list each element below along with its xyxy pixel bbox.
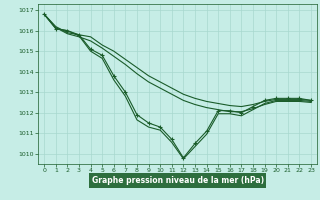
- X-axis label: Graphe pression niveau de la mer (hPa): Graphe pression niveau de la mer (hPa): [92, 176, 264, 185]
